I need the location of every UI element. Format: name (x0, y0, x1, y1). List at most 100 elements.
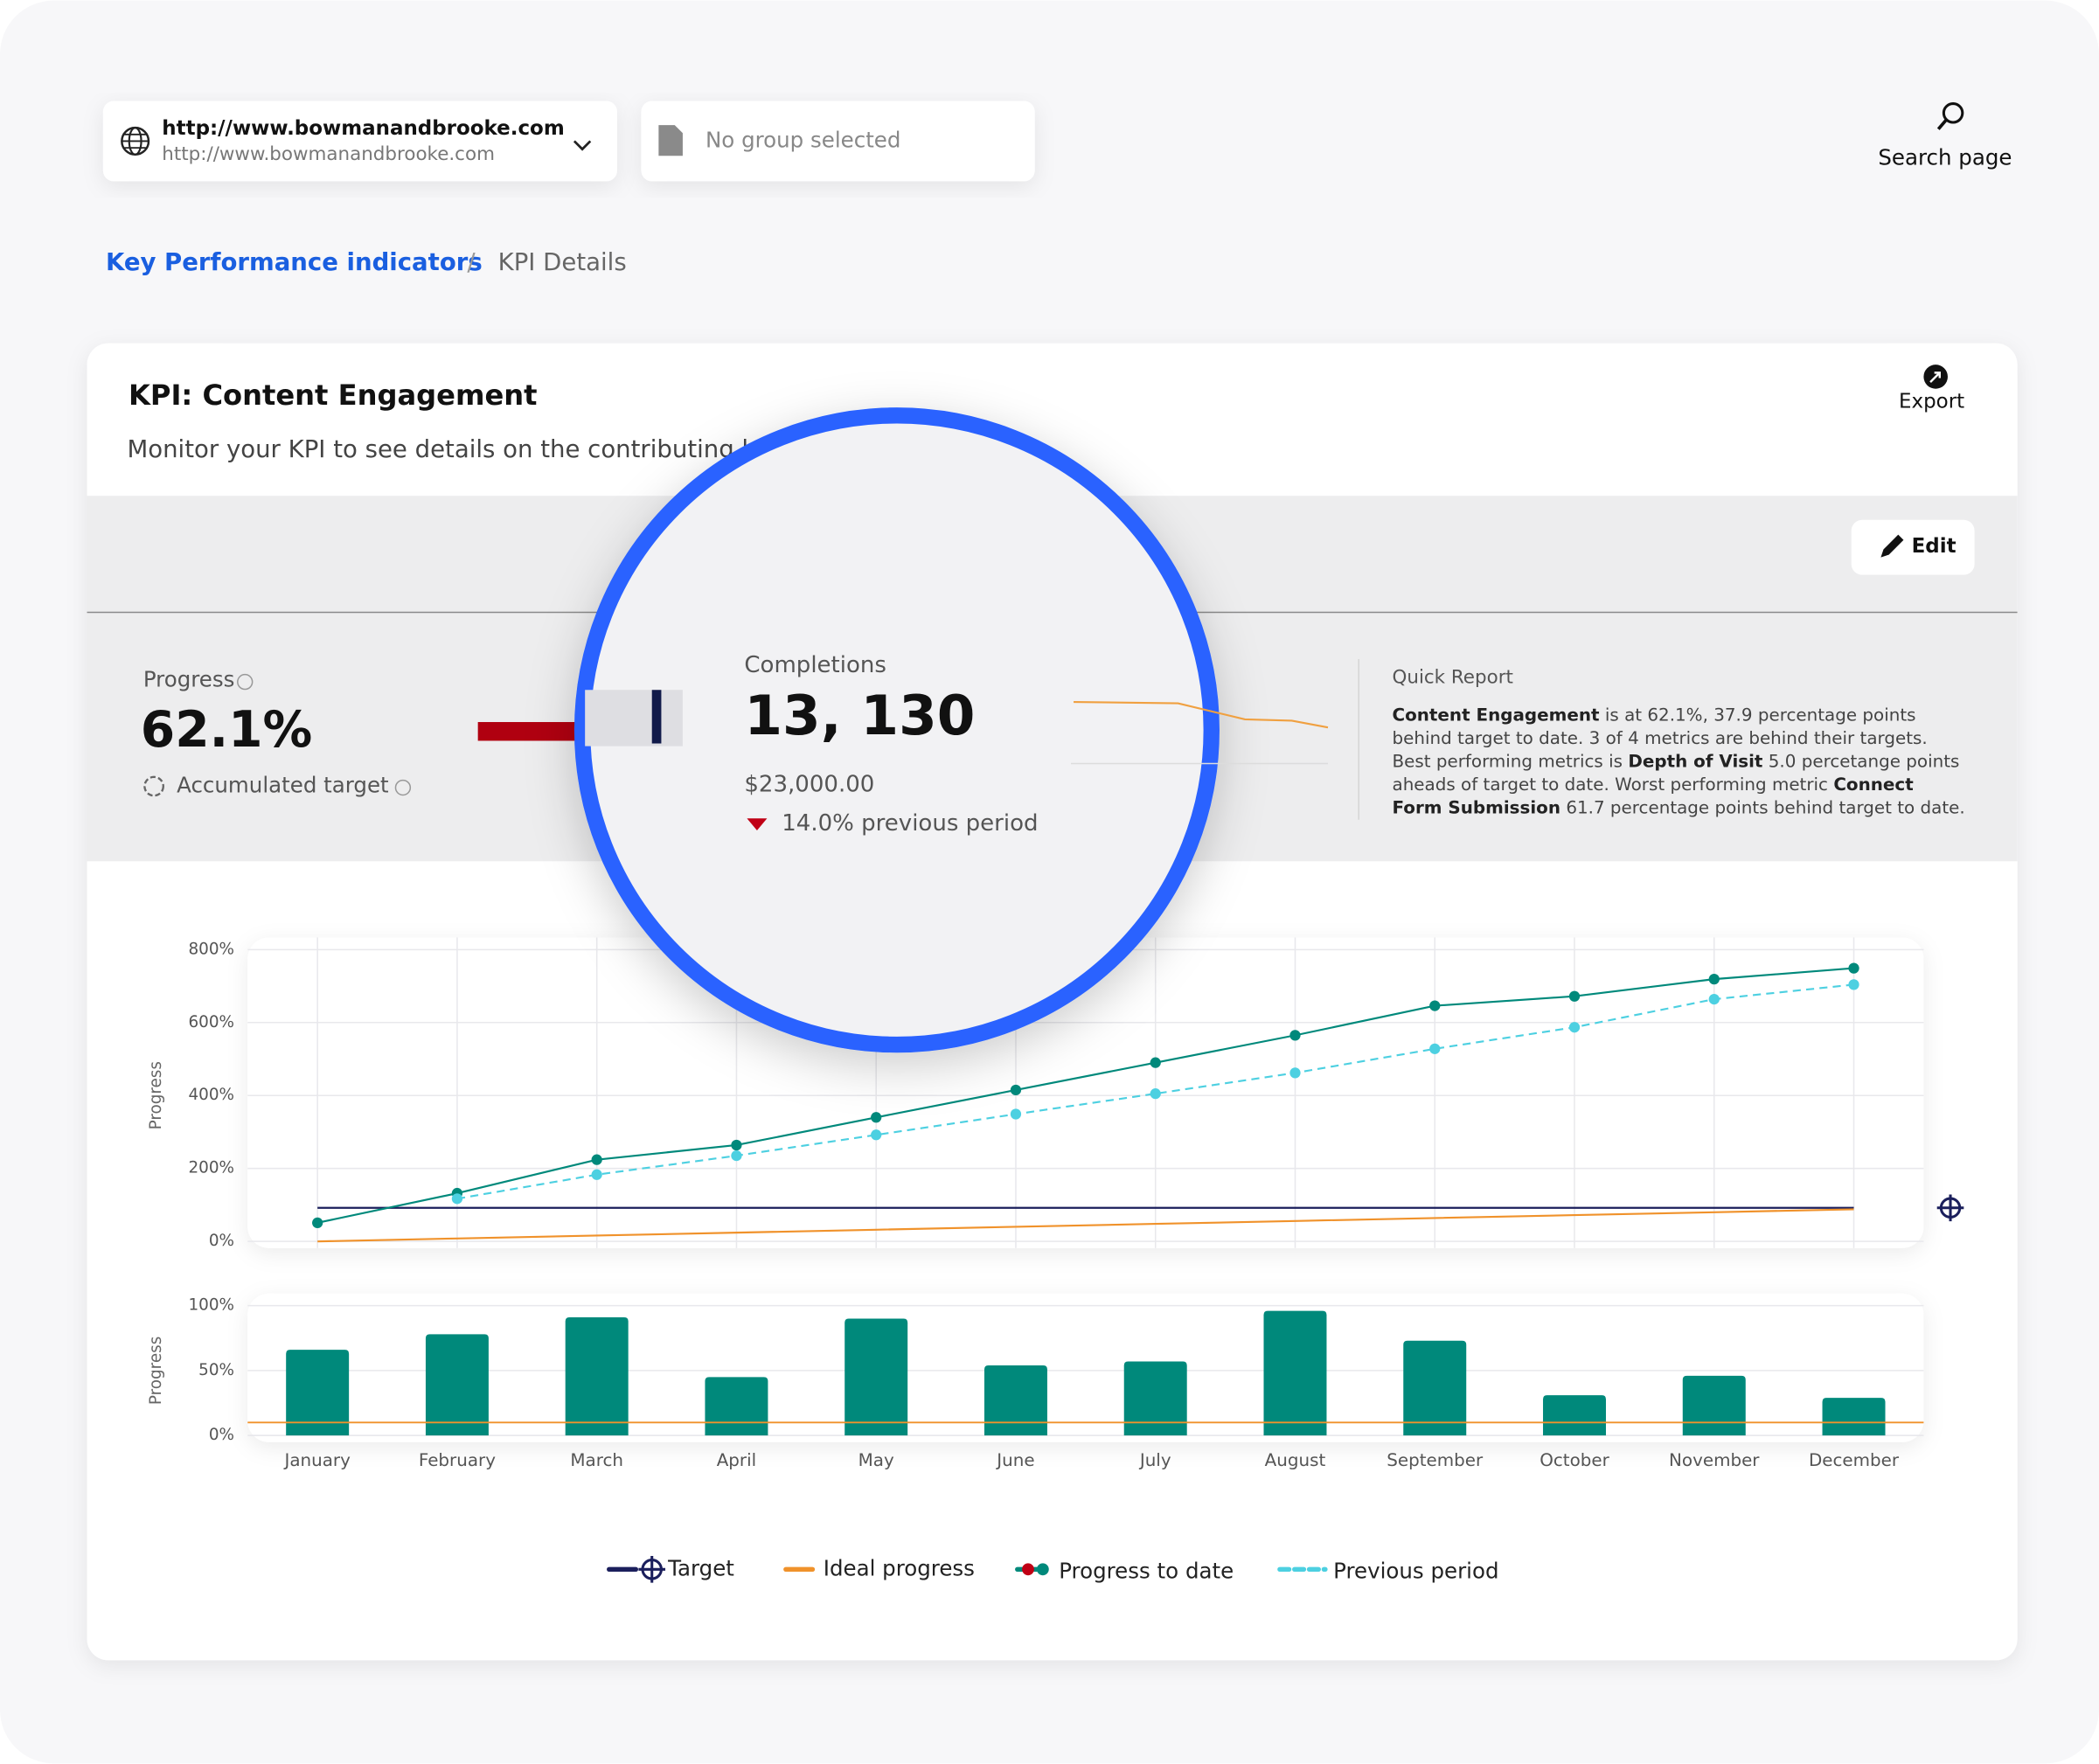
bar (286, 1350, 350, 1436)
edit-box[interactable] (1851, 519, 1975, 575)
y-axis-title: Progress (147, 1337, 165, 1405)
point (871, 1112, 882, 1123)
x-tick-label: November (1669, 1450, 1760, 1470)
y-tick-label: 50% (198, 1361, 234, 1379)
export[interactable]: Export (1899, 365, 1964, 413)
bar (1543, 1395, 1606, 1436)
magnifier: Completions 13, 130 $23,000.00 14.0% pre… (573, 407, 1329, 1053)
quick-report-run: aheads of target to date. Worst performi… (1393, 774, 1834, 794)
progress-value: 62.1% (141, 701, 313, 759)
y-tick-label: 100% (188, 1296, 234, 1315)
point (1568, 1022, 1581, 1033)
x-tick-label: June (995, 1450, 1034, 1470)
down-arrow (747, 818, 768, 831)
y-tick-label: 800% (188, 940, 234, 958)
x-tick-label: March (570, 1450, 623, 1470)
point (1289, 1030, 1301, 1041)
y-axis-title: Progress (147, 1061, 165, 1129)
completions-amount: $23,000.00 (744, 771, 874, 797)
quick-report-run: behind target to date. 3 of 4 metrics ar… (1393, 727, 1928, 747)
legend-label: Previous period (1333, 1558, 1498, 1583)
y-tick-label: 0% (209, 1426, 234, 1444)
y-tick-label: 200% (188, 1159, 234, 1177)
info-icon (237, 673, 254, 691)
legend-label: Target (667, 1555, 734, 1580)
kpi-subtitle: Monitor your KPI to see details on the c… (127, 435, 755, 463)
legend-label: Ideal progress (824, 1555, 975, 1580)
quick-report-run: Content Engagement (1393, 705, 1601, 725)
x-tick-label: August (1265, 1450, 1326, 1470)
point (1708, 974, 1720, 985)
accumulated-label: Accumulated target (177, 773, 389, 798)
search-label[interactable]: Search page (1878, 144, 2012, 170)
bar (1682, 1375, 1746, 1436)
group-box[interactable] (641, 101, 1035, 182)
gauge-marker (651, 690, 662, 744)
completions-value: 13, 130 (744, 684, 975, 747)
series-line (317, 1208, 1854, 1243)
url-primary: http://www.bowmanandbrooke.com (162, 117, 564, 140)
legend-icon (1036, 1563, 1049, 1576)
search-icon (1936, 118, 1948, 130)
quick-report-run: Form Submission (1393, 797, 1560, 817)
point (1289, 1067, 1301, 1079)
x-tick-label: February (419, 1450, 496, 1470)
x-tick-label: January (282, 1450, 351, 1470)
url-box[interactable] (102, 101, 617, 182)
group-selector[interactable]: No group selected (641, 101, 1035, 182)
search-icon (1942, 102, 1964, 124)
quick-report-run: Connect (1833, 774, 1914, 794)
legend-label: Progress to date (1059, 1558, 1234, 1583)
chevron (573, 140, 592, 151)
quick-report-line: Best performing metrics is Depth of Visi… (1393, 751, 1960, 771)
point (1848, 979, 1859, 990)
plot-area (247, 1293, 1924, 1442)
charts: 0% 200% 400% 600% 800% Progress 0% 50% 100% Progr… (147, 937, 1964, 1470)
quick-report-run: is at 62.1%, 37.9 percentage points (1600, 705, 1916, 725)
export-icon (1929, 372, 1942, 383)
breadcrumb-separator: / (467, 248, 476, 276)
quick-report-line: behind target to date. 3 of 4 metrics ar… (1393, 727, 1928, 747)
gauge-fill (477, 722, 586, 741)
edit-label[interactable]: Edit (1912, 535, 1957, 558)
globe-icon (122, 133, 149, 149)
magnifier-lens (573, 407, 1220, 1053)
bar (1123, 1361, 1187, 1436)
point (1429, 1043, 1441, 1054)
point (1010, 1108, 1022, 1120)
bar (565, 1317, 629, 1436)
completions-change: 14.0% previous period (782, 810, 1038, 837)
quick-report-text: Content Engagement is at 62.1%, 37.9 per… (1393, 705, 1965, 817)
breadcrumb-link[interactable]: Key Performance indicators (106, 248, 483, 276)
refresh-icon (143, 775, 164, 797)
point (591, 1154, 602, 1165)
group-placeholder: No group selected (705, 127, 900, 152)
quick-report-run: Best performing metrics is (1393, 751, 1629, 771)
export-label[interactable]: Export (1899, 391, 1964, 413)
legend-icon (638, 1555, 666, 1583)
bar (983, 1365, 1047, 1436)
pencil-icon (1880, 534, 1904, 558)
y-tick-label: 0% (209, 1232, 234, 1250)
gauge-track (585, 690, 683, 747)
x-tick-label: September (1387, 1450, 1484, 1470)
x-tick-label: October (1539, 1450, 1609, 1470)
quick-report-line: Content Engagement is at 62.1%, 37.9 per… (1393, 705, 1916, 725)
point (1568, 990, 1581, 1002)
breadcrumb-current: KPI Details (498, 248, 627, 276)
quick-report-run: 5.0 percetange points (1762, 751, 1959, 771)
progress-label: Progress (143, 667, 235, 692)
point (731, 1139, 742, 1151)
kpi-title: KPI: Content Engagement (129, 378, 537, 412)
point (312, 1217, 323, 1228)
edit-button[interactable]: Edit (1851, 519, 1975, 575)
url-selector[interactable]: http://www.bowmanandbrooke.com http://ww… (102, 101, 617, 182)
quick-report-line: aheads of target to date. Worst performi… (1393, 774, 1915, 794)
bar (1403, 1340, 1467, 1436)
target-icon (1936, 1194, 1964, 1222)
point (1848, 962, 1859, 974)
series-line (316, 967, 1854, 1224)
search[interactable]: Search page (1878, 102, 2012, 170)
